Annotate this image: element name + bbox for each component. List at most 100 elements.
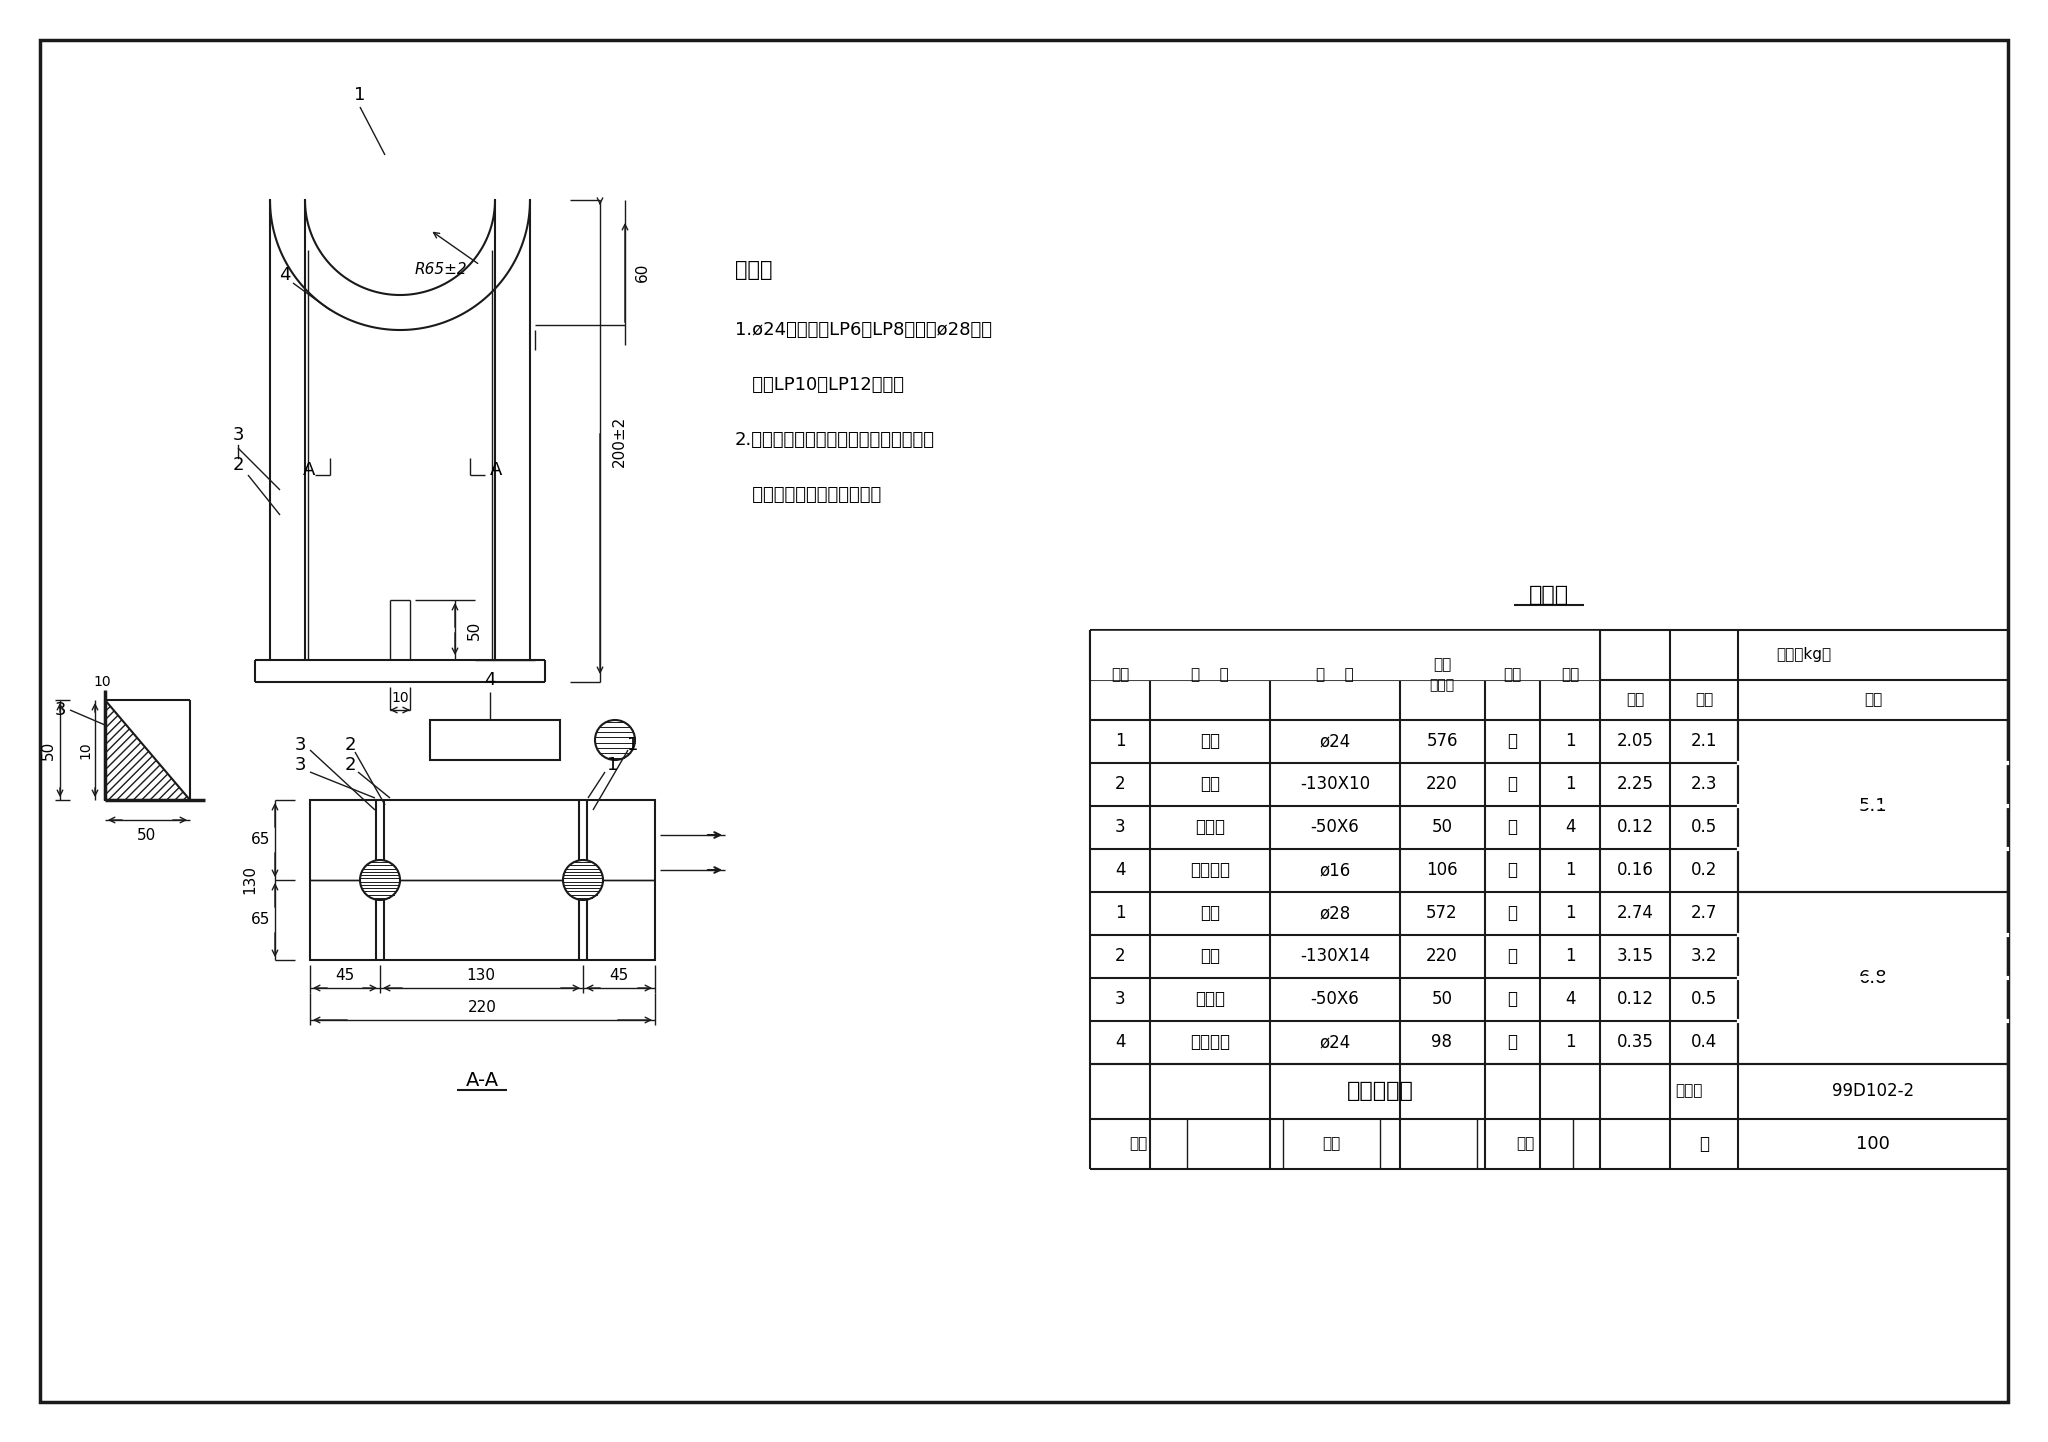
- Text: 10: 10: [94, 675, 111, 689]
- Text: 572: 572: [1425, 904, 1458, 921]
- Text: 2.3: 2.3: [1692, 774, 1718, 793]
- Text: 配合LP10、LP12使用。: 配合LP10、LP12使用。: [735, 376, 903, 394]
- Text: 块: 块: [1507, 774, 1518, 793]
- Text: 0.35: 0.35: [1616, 1032, 1653, 1051]
- Text: 0.5: 0.5: [1692, 818, 1716, 836]
- Text: 1: 1: [1565, 1032, 1575, 1051]
- Text: 50: 50: [137, 828, 156, 842]
- Text: 加强短筋: 加强短筋: [1190, 861, 1231, 880]
- Text: 长度: 长度: [1434, 658, 1452, 672]
- Text: 其余部分要求将鐵锈除净。: 其余部分要求将鐵锈除净。: [735, 486, 881, 505]
- Text: 1: 1: [1565, 774, 1575, 793]
- Text: 块: 块: [1507, 818, 1518, 836]
- Text: 50: 50: [467, 620, 481, 640]
- Text: 设计: 设计: [1516, 1136, 1534, 1152]
- Text: 6.8: 6.8: [1860, 969, 1888, 986]
- Text: 65: 65: [252, 913, 270, 927]
- Text: A: A: [303, 461, 315, 479]
- Text: 50: 50: [1432, 991, 1452, 1008]
- Text: A-A: A-A: [465, 1070, 498, 1090]
- Text: 小计: 小计: [1696, 692, 1712, 708]
- Text: 页: 页: [1700, 1135, 1708, 1154]
- Text: 1: 1: [1565, 904, 1575, 921]
- Text: 加劲板: 加劲板: [1194, 818, 1225, 836]
- Circle shape: [596, 720, 635, 760]
- Text: 1: 1: [1114, 904, 1124, 921]
- Text: 合计: 合计: [1864, 692, 1882, 708]
- Bar: [309, 800, 655, 960]
- Circle shape: [360, 859, 399, 900]
- Text: 1: 1: [1565, 861, 1575, 880]
- Text: 3: 3: [1114, 991, 1124, 1008]
- Text: 65: 65: [252, 832, 270, 848]
- Text: ø24: ø24: [1319, 1032, 1350, 1051]
- Text: 审核: 审核: [1128, 1136, 1147, 1152]
- Text: -130X10: -130X10: [1300, 774, 1370, 793]
- Text: 0.12: 0.12: [1616, 818, 1653, 836]
- Text: 校对: 校对: [1323, 1136, 1341, 1152]
- Text: 3.2: 3.2: [1692, 947, 1718, 965]
- Text: 根: 根: [1507, 904, 1518, 921]
- Text: 加劲板: 加劲板: [1194, 991, 1225, 1008]
- Text: 2: 2: [344, 735, 356, 754]
- Text: 2.1: 2.1: [1692, 733, 1718, 750]
- Text: 45: 45: [610, 968, 629, 982]
- Text: 钉板: 钉板: [1200, 774, 1221, 793]
- Text: 0.12: 0.12: [1616, 991, 1653, 1008]
- Text: 2.25: 2.25: [1616, 774, 1653, 793]
- Text: 4: 4: [483, 671, 496, 689]
- Text: 220: 220: [1425, 947, 1458, 965]
- Text: 3.15: 3.15: [1616, 947, 1653, 965]
- Text: 0.4: 0.4: [1692, 1032, 1716, 1051]
- Text: 3: 3: [53, 701, 66, 720]
- Text: 加强短筋: 加强短筋: [1190, 1032, 1231, 1051]
- Text: 拉环: 拉环: [1200, 733, 1221, 750]
- Text: 130: 130: [242, 865, 258, 894]
- Text: 钉板: 钉板: [1200, 947, 1221, 965]
- Text: 规    格: 规 格: [1317, 668, 1354, 682]
- Text: 1: 1: [354, 87, 367, 104]
- Circle shape: [563, 859, 602, 900]
- Text: 名    称: 名 称: [1192, 668, 1229, 682]
- Text: 2.74: 2.74: [1616, 904, 1653, 921]
- Text: 2: 2: [1114, 774, 1124, 793]
- Bar: [430, 720, 559, 760]
- Text: ø24: ø24: [1319, 733, 1350, 750]
- Text: （㎜）: （㎜）: [1430, 678, 1454, 692]
- Text: 45: 45: [336, 968, 354, 982]
- Text: 99D102-2: 99D102-2: [1833, 1082, 1915, 1100]
- Text: 1.ø24拉环配合LP6、LP8使用；ø28拉环: 1.ø24拉环配合LP6、LP8使用；ø28拉环: [735, 322, 991, 339]
- Text: 2: 2: [344, 756, 356, 774]
- Text: -130X14: -130X14: [1300, 947, 1370, 965]
- Text: 拉环制造图: 拉环制造图: [1348, 1082, 1413, 1102]
- Text: 3: 3: [1114, 818, 1124, 836]
- Text: 200±2: 200±2: [612, 415, 627, 467]
- Text: 10: 10: [78, 741, 92, 758]
- Text: 2.05: 2.05: [1616, 733, 1653, 750]
- Text: 98: 98: [1432, 1032, 1452, 1051]
- Text: 块: 块: [1507, 947, 1518, 965]
- Text: 10: 10: [391, 691, 410, 705]
- Text: 5.1: 5.1: [1860, 797, 1888, 815]
- Text: 1: 1: [1565, 733, 1575, 750]
- Text: 2: 2: [231, 456, 244, 474]
- Text: 材料表: 材料表: [1530, 585, 1569, 606]
- Text: 220: 220: [1425, 774, 1458, 793]
- Text: 拉环: 拉环: [1200, 904, 1221, 921]
- Text: 一件: 一件: [1626, 692, 1645, 708]
- Text: R65±2: R65±2: [416, 262, 467, 277]
- Text: 50: 50: [1432, 818, 1452, 836]
- Text: 说明：: 说明：: [735, 260, 772, 280]
- Text: 块: 块: [1507, 991, 1518, 1008]
- Text: 4: 4: [1565, 991, 1575, 1008]
- Text: 单位: 单位: [1503, 668, 1522, 682]
- Text: 4: 4: [1114, 861, 1124, 880]
- Text: 0.16: 0.16: [1616, 861, 1653, 880]
- Text: 0.5: 0.5: [1692, 991, 1716, 1008]
- Text: 0.2: 0.2: [1692, 861, 1716, 880]
- Text: 4: 4: [1565, 818, 1575, 836]
- Text: 数量: 数量: [1561, 668, 1579, 682]
- Text: 100: 100: [1855, 1135, 1890, 1154]
- Text: ø16: ø16: [1319, 861, 1350, 880]
- Text: 3: 3: [231, 425, 244, 444]
